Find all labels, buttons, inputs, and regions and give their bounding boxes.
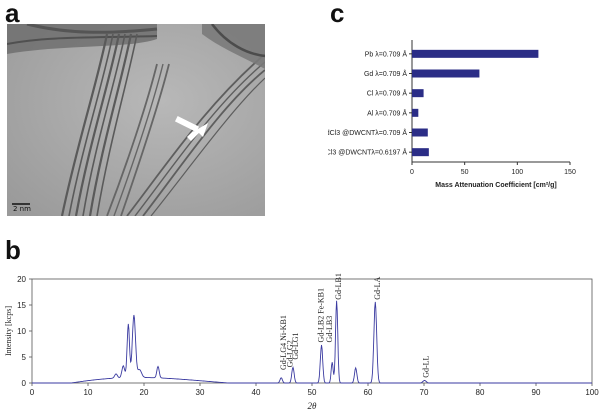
x-tick-label-3: 30	[196, 388, 205, 397]
x-tick-label-2: 100	[511, 169, 523, 176]
plot-frame	[31, 278, 593, 384]
y-tick-label-2: 10	[17, 327, 26, 336]
scale-bar-label: 2 nm	[13, 205, 31, 213]
y-tick-label-2: Cl λ=0.709 Å	[367, 89, 408, 98]
x-axis-label: Mass Attenuation Coefficient [cm²/g]	[435, 182, 556, 189]
bar-3	[412, 108, 419, 117]
peak-label-0: Gd-LG4 Ni-KB1	[279, 315, 288, 370]
y-tick-label-1: Gd λ=0.709 Å	[364, 69, 407, 78]
y-tick-label-4: 20	[17, 275, 26, 284]
peak-label-4: Gd-LB3	[325, 316, 334, 343]
y-tick-label-0: 0	[22, 379, 27, 388]
x-tick-label-10: 100	[585, 388, 599, 397]
peak-label-7: Gd-LL	[422, 355, 431, 377]
tem-image	[7, 24, 265, 216]
x-tick-label-2: 20	[140, 388, 149, 397]
x-tick-label-7: 70	[420, 388, 429, 397]
bar-chart-attenuation: Pb λ=0.709 Å Gd λ=0.709 Å Cl λ=0.709 Å Al λ…	[328, 40, 576, 189]
y-tick-label-1: 5	[22, 353, 27, 362]
bar-4	[412, 128, 428, 137]
peak-label-6: Gd-LA	[373, 276, 382, 299]
y-tick-label-4: GdCl3 @DWCNTλ=0.709 Å	[328, 128, 407, 137]
x-tick-label-3: 150	[564, 169, 576, 176]
panel-label-b: b	[5, 235, 21, 265]
panel-label-a: a	[5, 0, 20, 28]
peak-label-3: Gd-LB2 Fe-KB1	[316, 288, 325, 342]
panel-label-c: c	[330, 0, 345, 28]
bar-2	[412, 89, 424, 98]
x-tick-label-1: 10	[84, 388, 93, 397]
spectrum-line	[32, 300, 592, 384]
x-tick-label-0: 0	[410, 169, 414, 176]
y-tick-label-3: Al λ=0.709 Å	[367, 108, 407, 117]
y-tick-label-0: Pb λ=0.709 Å	[365, 49, 408, 58]
x-tick-label-8: 80	[476, 388, 485, 397]
spectrum-chart: 0 5 10 15 20 0 10 20 30 40 50 60 70 80 90 100 2θ Intensit…	[4, 273, 599, 411]
peak-label-2: Gd-LG1	[291, 332, 300, 359]
x-tick-label-9: 90	[532, 388, 541, 397]
x-tick-label-0: 0	[30, 388, 35, 397]
x-tick-label-1: 50	[461, 169, 469, 176]
tem-micrograph: 2 nm	[7, 24, 265, 216]
y-axis-label: Intensity [kcps]	[4, 306, 13, 356]
x-tick-label-5: 50	[308, 388, 317, 397]
x-axis-label: 2θ	[308, 401, 318, 411]
y-tick-label-5: GdCl3 @DWCNTλ=0.6197 Å	[328, 148, 407, 157]
bar-0	[412, 49, 539, 58]
arrow-icon	[174, 115, 208, 141]
peak-label-1: Gd-LG2	[286, 340, 295, 367]
x-tick-label-4: 40	[252, 388, 261, 397]
bar-1	[412, 69, 480, 78]
bar-5	[412, 148, 429, 157]
x-tick-label-6: 60	[364, 388, 373, 397]
y-tick-label-3: 15	[17, 301, 26, 310]
peak-label-5: Gd-LB1	[334, 273, 343, 300]
